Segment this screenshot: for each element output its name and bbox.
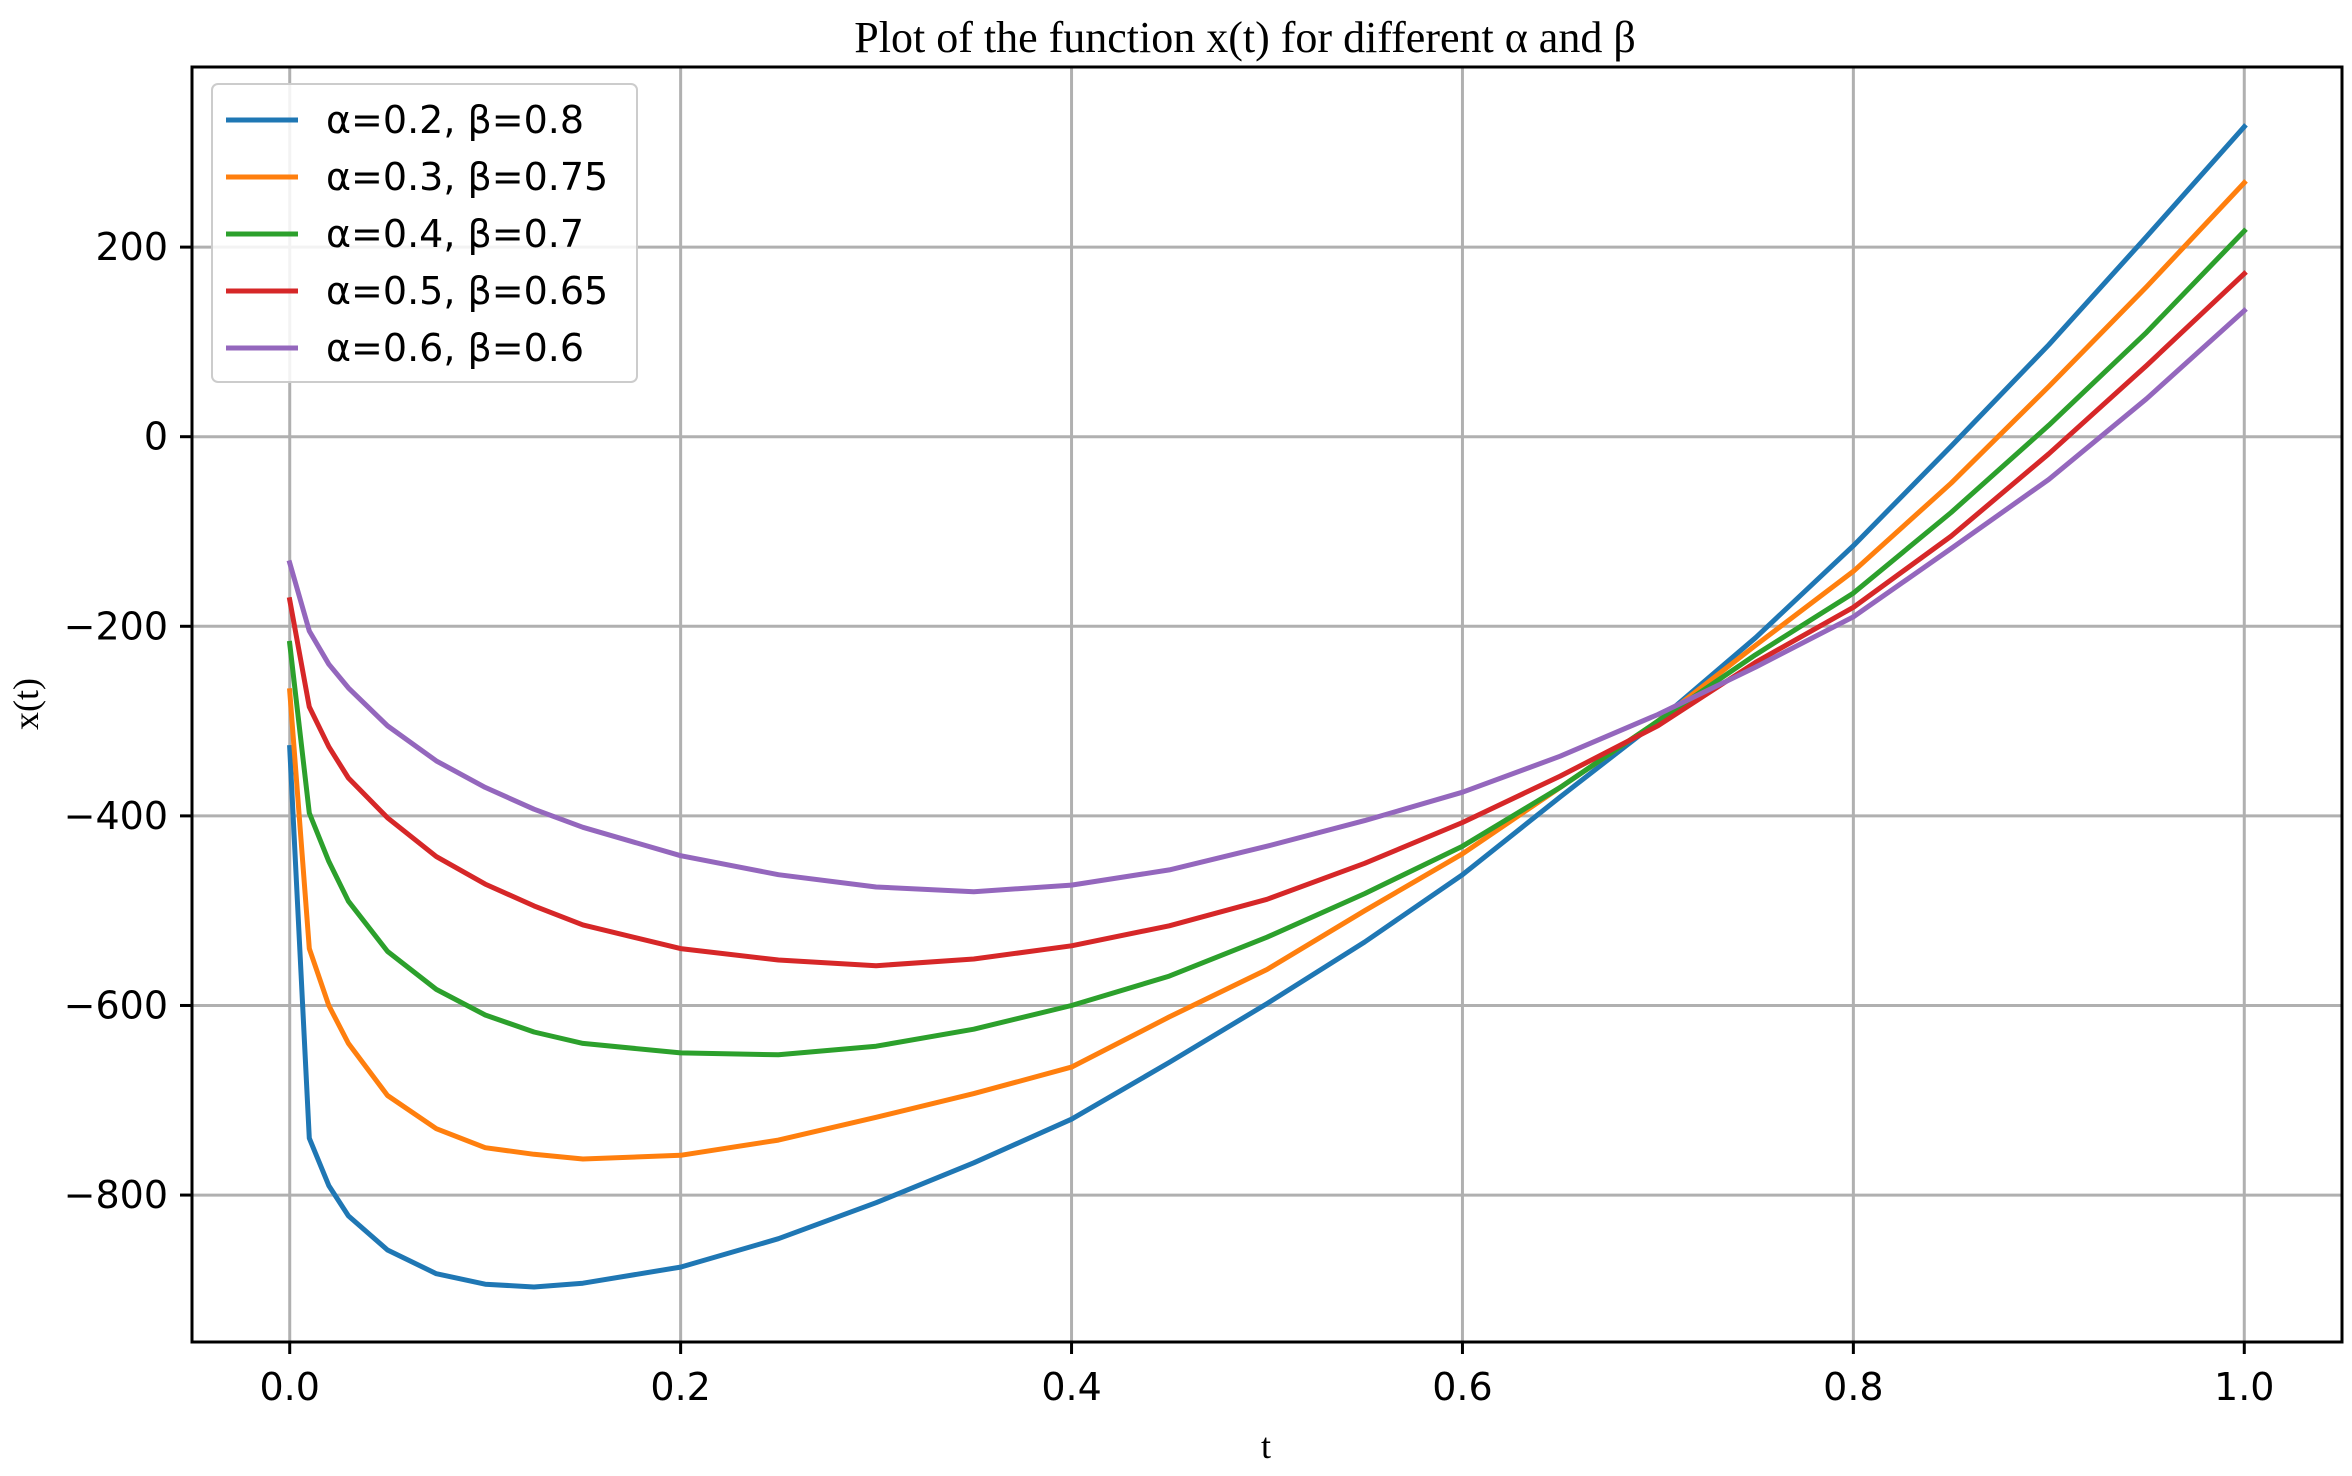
- legend-label: α=0.3, β=0.75: [326, 155, 608, 199]
- y-tick-label: −200: [64, 604, 168, 648]
- y-tick-label: −800: [64, 1173, 168, 1217]
- legend-label: α=0.4, β=0.7: [326, 212, 584, 256]
- y-tick-label: 200: [95, 225, 168, 269]
- legend-box: [211, 83, 638, 383]
- series-line: [286, 307, 2248, 895]
- axis-ticks: 0.0 0.2 0.4 0.6 0.8 1.0 −800 −600 −400 −200 0 200: [64, 225, 2275, 1409]
- series-line: [286, 227, 2248, 1058]
- legend-label: α=0.2, β=0.8: [326, 98, 584, 142]
- plot-frame: [190, 65, 2344, 1344]
- series-line: [287, 179, 2248, 1162]
- y-tick-label: −600: [64, 983, 168, 1027]
- x-tick-label: 0.0: [260, 1365, 320, 1409]
- x-tick-label: 0.8: [1823, 1365, 1883, 1409]
- legend: α=0.2, β=0.8 α=0.3, β=0.75 α=0.4, β=0.7 α=0…: [211, 83, 638, 383]
- legend-label: α=0.6, β=0.6: [326, 326, 584, 370]
- y-axis-label: x(t): [6, 678, 46, 730]
- x-axis-label: t: [1261, 1426, 1271, 1466]
- legend-label: α=0.5, β=0.65: [326, 269, 608, 313]
- y-tick-label: −400: [64, 794, 168, 838]
- series-line: [286, 270, 2248, 969]
- plot-lines: [286, 123, 2248, 1290]
- y-tick-label: 0: [144, 415, 168, 459]
- x-tick-label: 0.2: [650, 1365, 710, 1409]
- chart-title: Plot of the function x(t) for different …: [854, 13, 1635, 62]
- x-tick-label: 1.0: [2214, 1365, 2274, 1409]
- series-line: [287, 123, 2248, 1290]
- x-tick-label: 0.4: [1041, 1365, 1101, 1409]
- x-tick-label: 0.6: [1432, 1365, 1492, 1409]
